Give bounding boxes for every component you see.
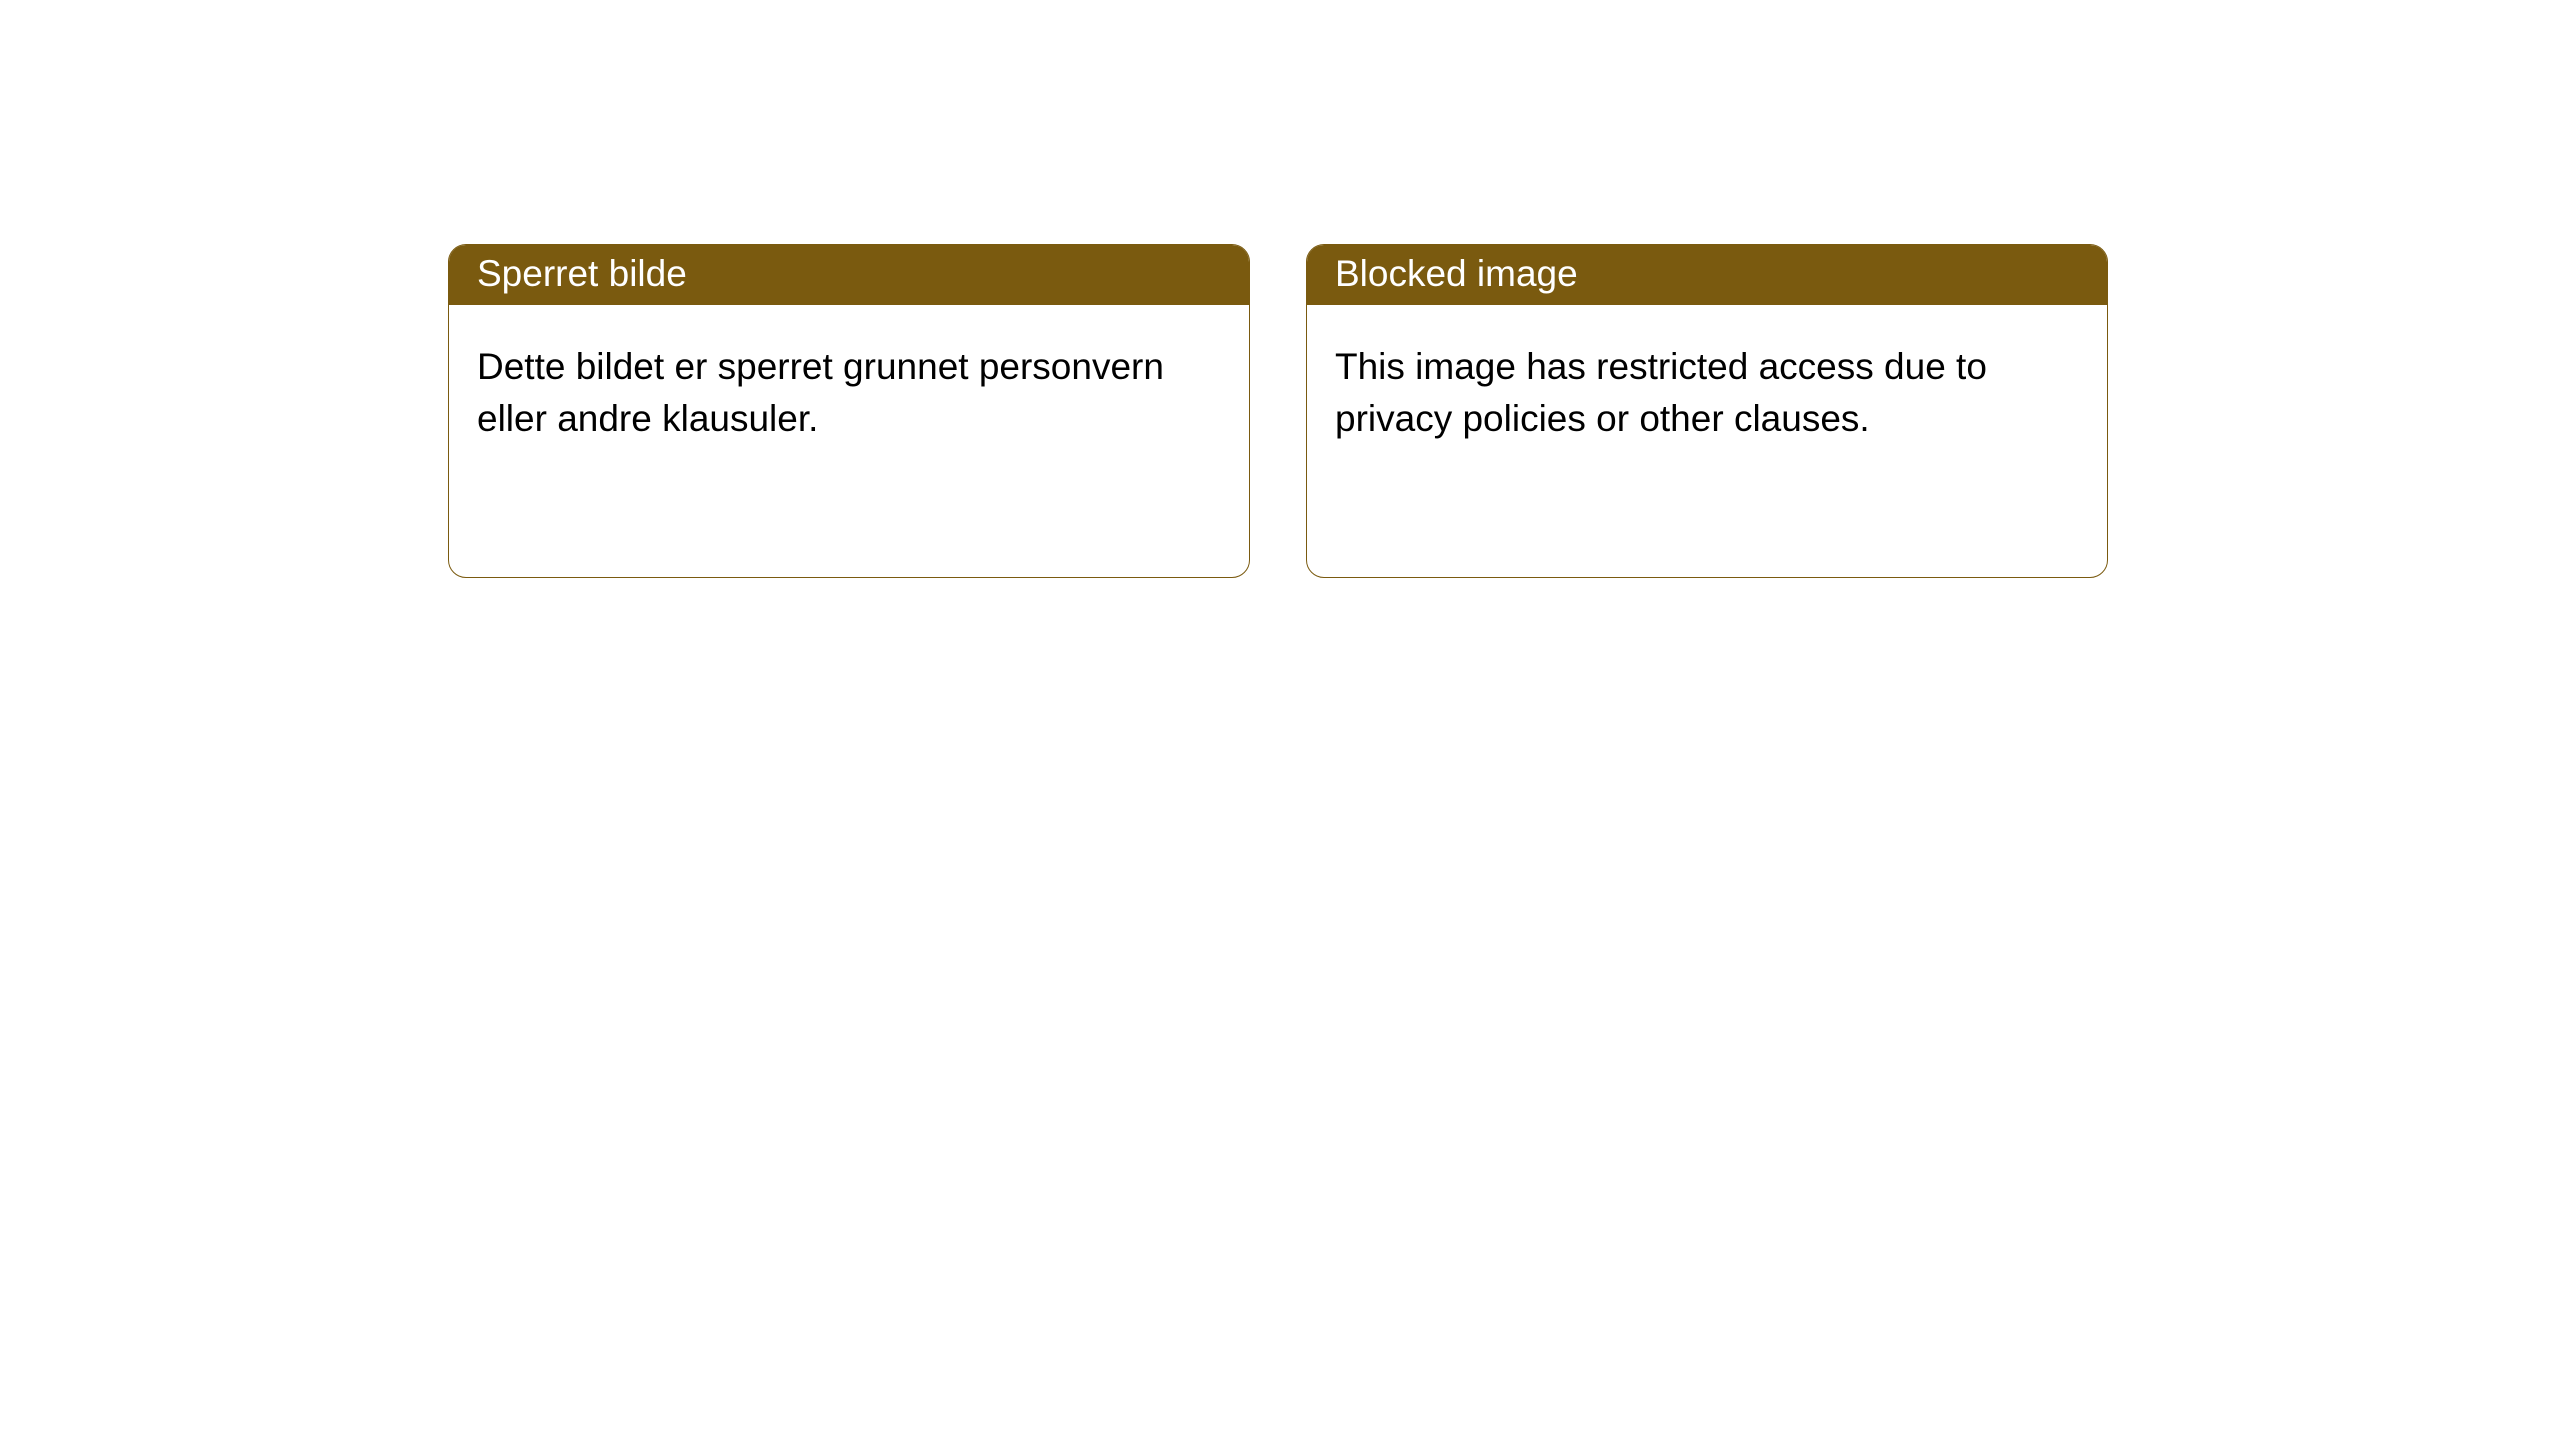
notice-card-text: This image has restricted access due to …: [1335, 346, 1987, 439]
notice-card-norwegian: Sperret bilde Dette bildet er sperret gr…: [448, 244, 1250, 578]
notice-card-body: This image has restricted access due to …: [1307, 305, 2107, 481]
notice-card-text: Dette bildet er sperret grunnet personve…: [477, 346, 1164, 439]
notice-card-title: Sperret bilde: [477, 253, 687, 294]
notice-card-header: Blocked image: [1307, 245, 2107, 305]
notice-card-english: Blocked image This image has restricted …: [1306, 244, 2108, 578]
notice-card-title: Blocked image: [1335, 253, 1578, 294]
notice-card-body: Dette bildet er sperret grunnet personve…: [449, 305, 1249, 481]
notice-card-header: Sperret bilde: [449, 245, 1249, 305]
notice-cards-container: Sperret bilde Dette bildet er sperret gr…: [0, 0, 2560, 578]
